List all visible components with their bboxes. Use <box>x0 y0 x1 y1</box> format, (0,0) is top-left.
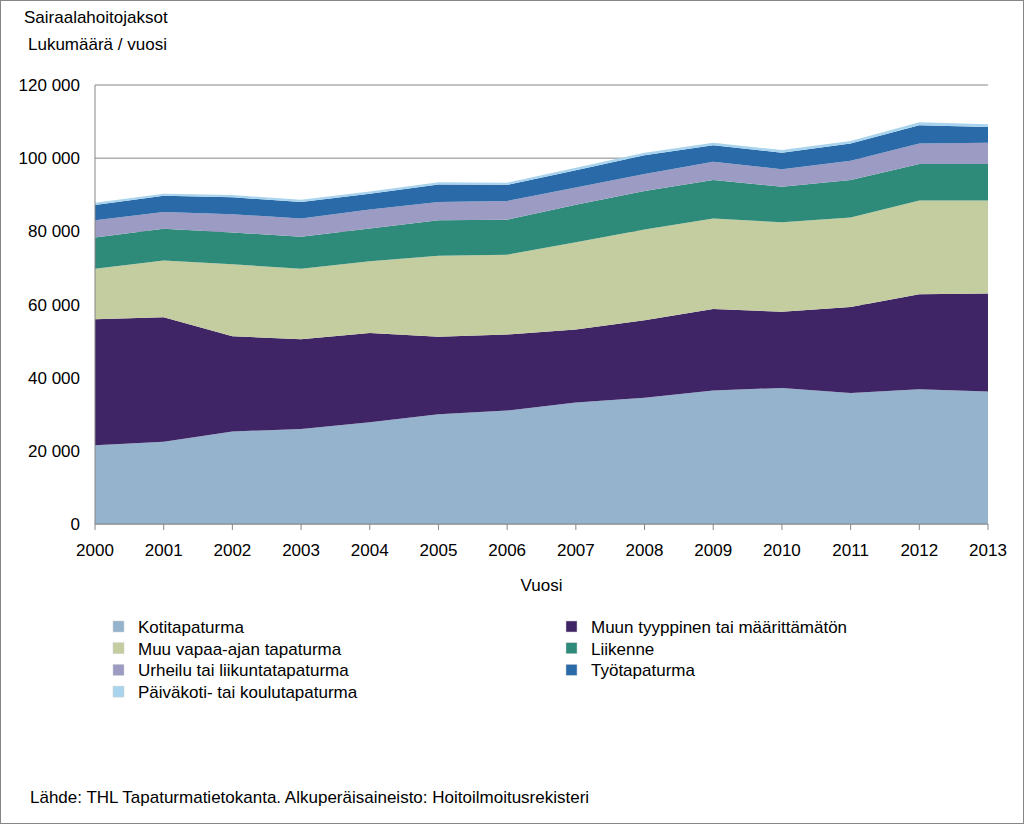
legend-label: Päiväkoti- tai koulutapaturma <box>138 683 358 702</box>
grid-line <box>95 85 988 86</box>
area <box>95 125 988 220</box>
y-tick-label: 100 000 <box>19 149 80 168</box>
x-tick <box>781 524 782 530</box>
y-tick-label: 60 000 <box>28 296 80 315</box>
legend-swatch <box>566 664 577 675</box>
x-tick <box>988 524 989 530</box>
legend-label: Liikenne <box>591 640 654 659</box>
legend-label: Muu vapaa-ajan tapaturma <box>138 640 342 659</box>
x-tick-label: 2011 <box>832 541 869 560</box>
x-axis <box>95 524 988 525</box>
x-tick <box>644 524 645 530</box>
frame <box>1 1 1024 824</box>
legend-label: Muun tyyppinen tai määrittämätön <box>591 618 847 637</box>
legend-swatch <box>566 643 577 654</box>
x-tick-label: 2013 <box>969 541 1007 560</box>
legend-swatch <box>113 664 124 675</box>
legend-label: Työtapaturma <box>591 661 695 680</box>
title: Sairaalahoitojaksot <box>24 8 168 27</box>
x-tick-label: 2003 <box>282 541 320 560</box>
areas <box>95 122 988 524</box>
legend-label: Urheilu tai liikuntatapaturma <box>138 661 349 680</box>
x-tick-label: 2012 <box>900 541 938 560</box>
x-tick <box>575 524 576 530</box>
x-tick-label: 2006 <box>488 541 526 560</box>
y-tick-label: 80 000 <box>28 222 80 241</box>
x-label: Vuosi <box>521 576 563 595</box>
x-tick <box>163 524 164 530</box>
area <box>95 122 988 205</box>
x-tick <box>301 524 302 530</box>
x-tick-label: 2001 <box>145 541 183 560</box>
legend-swatch <box>113 643 124 654</box>
x-tick <box>713 524 714 530</box>
y-axis <box>95 85 96 524</box>
x-tick <box>507 524 508 530</box>
x-tick-label: 2004 <box>351 541 389 560</box>
x-tick-label: 2002 <box>213 541 251 560</box>
x-tick <box>95 524 96 530</box>
x-tick-label: 2009 <box>694 541 732 560</box>
x-tick <box>232 524 233 530</box>
grid-line <box>95 524 988 525</box>
x-tick-label: 2005 <box>420 541 458 560</box>
legend-label: Kotitapaturma <box>138 618 244 637</box>
y-tick-label: 0 <box>71 515 80 534</box>
legend-swatch <box>113 621 124 632</box>
x-tick-label: 2010 <box>763 541 801 560</box>
x-tick <box>919 524 920 530</box>
x-tick <box>369 524 370 530</box>
x-tick <box>438 524 439 530</box>
y-tick-label: 120 000 <box>19 76 80 95</box>
y-tick-label: 40 000 <box>28 369 80 388</box>
source: Lähde: THL Tapaturmatietokanta. Alkuperä… <box>30 788 589 807</box>
legend-swatch <box>113 686 124 697</box>
x-tick <box>850 524 851 530</box>
chart: Sairaalahoitojaksot Lukumäärä / vuosi 0 20 … <box>0 0 1024 824</box>
legend-swatch <box>566 621 577 632</box>
x-tick-label: 2000 <box>76 541 114 560</box>
x-tick-label: 2007 <box>557 541 595 560</box>
subtitle: Lukumäärä / vuosi <box>28 35 167 54</box>
x-tick-label: 2008 <box>626 541 664 560</box>
y-tick-label: 20 000 <box>28 442 80 461</box>
